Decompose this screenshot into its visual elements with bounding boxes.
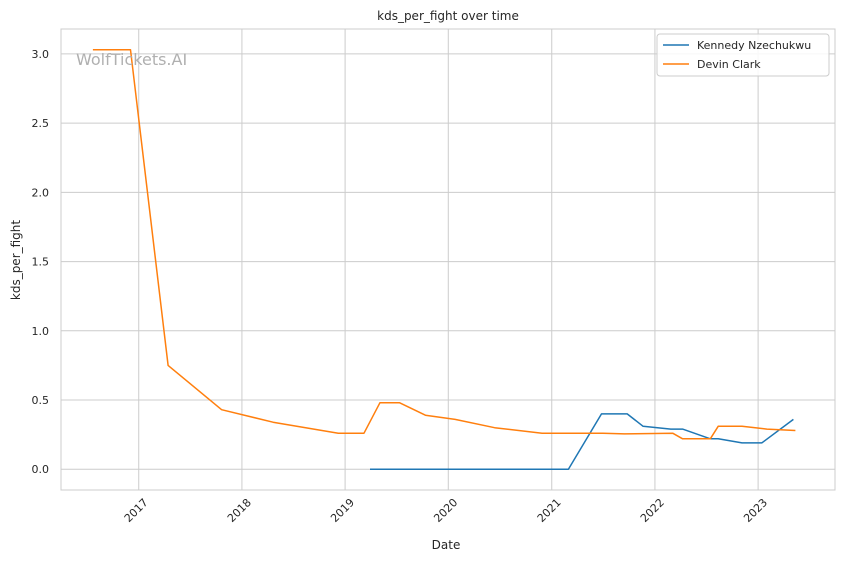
- x-axis-label: Date: [432, 538, 461, 552]
- y-tick-label: 2.5: [32, 117, 50, 130]
- legend-label-devin-clark: Devin Clark: [697, 58, 761, 71]
- y-tick-label: 2.0: [32, 186, 50, 199]
- legend: Kennedy Nzechukwu Devin Clark: [656, 33, 830, 77]
- y-tick-label: 3.0: [32, 48, 50, 61]
- y-tick-label: 0.0: [32, 463, 50, 476]
- series-line-kennedy-nzechukwu: [370, 413, 794, 470]
- chart-title: kds_per_fight over time: [377, 9, 519, 23]
- y-tick-label: 0.5: [32, 394, 50, 407]
- y-tick-label: 1.5: [32, 256, 50, 269]
- y-axis-label: kds_per_fight: [9, 220, 23, 301]
- y-tick-label: 1.0: [32, 325, 50, 338]
- grid: [61, 29, 835, 490]
- series-lines: [92, 49, 796, 470]
- plot-area-frame: [60, 28, 836, 491]
- series-line-devin-clark: [92, 49, 796, 440]
- y-axis-ticks: 0.0 0.5 1.0 1.5 2.0 2.5 3.0: [32, 48, 50, 476]
- watermark: WolfTickets.AI: [76, 50, 187, 69]
- legend-label-kennedy-nzechukwu: Kennedy Nzechukwu: [697, 39, 811, 52]
- legend-box: [656, 33, 830, 77]
